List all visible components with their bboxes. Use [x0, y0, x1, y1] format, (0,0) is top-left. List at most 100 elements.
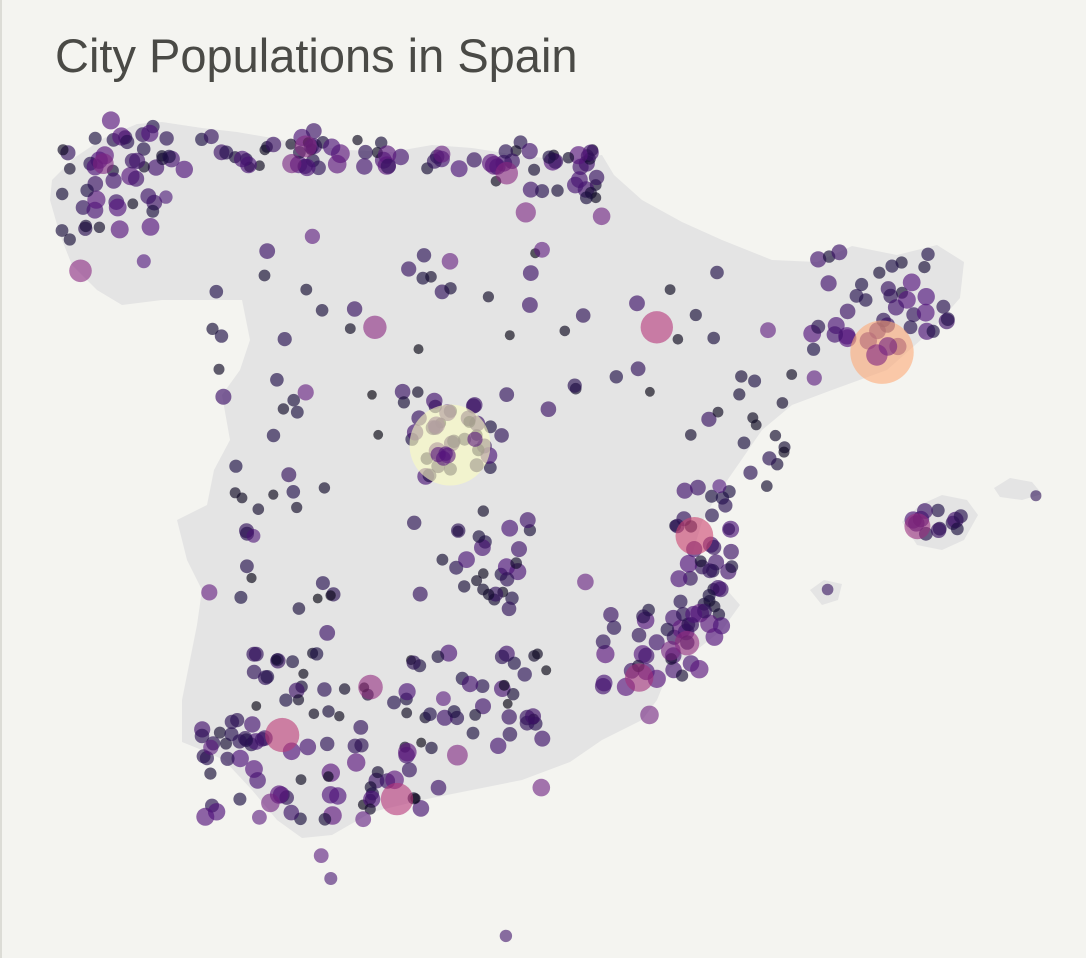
town-dot — [916, 303, 935, 322]
city-marker-valladolid[interactable]: Valladolid — [363, 315, 387, 339]
town-dot — [839, 303, 856, 320]
city-marker-m-laga[interactable]: Málaga — [380, 782, 414, 816]
town-dot — [231, 749, 249, 768]
town-dot — [203, 129, 219, 145]
town-dot — [265, 136, 282, 153]
town-dot — [224, 714, 240, 730]
city-marker-almer-a[interactable]: Almería — [532, 778, 551, 797]
city-marker-cartagena[interactable]: Cartagena — [640, 705, 659, 725]
city-marker-ibiza[interactable]: Ibiza — [821, 583, 834, 596]
city-marker-alicante[interactable]: Alicante — [674, 630, 700, 656]
city-marker-tarragona[interactable]: Tarragona — [806, 370, 822, 386]
city-marker-sevilla[interactable]: Sevilla — [265, 717, 300, 753]
city-marker-palma[interactable]: Palma — [904, 513, 931, 540]
town-dot — [472, 530, 486, 543]
city-marker-valencia[interactable]: Valencia — [675, 517, 714, 555]
city-marker-ceuta[interactable]: Ceuta — [324, 872, 338, 885]
city-marker-jerez[interactable]: Jerez — [261, 793, 280, 813]
city-marker-bilbao[interactable]: Bilbao — [495, 161, 518, 185]
city-marker-oviedo[interactable]: Oviedo — [282, 154, 302, 174]
city-marker-lleida[interactable]: Lleida — [760, 322, 776, 339]
town-dot — [425, 741, 438, 755]
town-dot — [507, 656, 521, 670]
city-marker-madrid[interactable]: Madrid — [409, 404, 491, 486]
city-marker-le-n[interactable]: León — [304, 228, 320, 244]
city-marker-zaragoza[interactable]: Zaragoza — [640, 311, 673, 344]
city-marker-a-coru-a[interactable]: A Coruña — [92, 153, 114, 175]
town-dot — [498, 679, 510, 691]
city-marker-c-ceres[interactable]: Cáceres — [246, 529, 261, 543]
city-marker-gij-n[interactable]: Gijón — [294, 135, 317, 158]
town-dot — [412, 386, 424, 398]
town-dot — [826, 326, 843, 343]
town-dot — [685, 429, 697, 441]
city-marker-algeciras[interactable]: Algeciras — [313, 848, 329, 863]
town-dot — [477, 505, 489, 517]
town-dot — [707, 331, 720, 345]
town-dot — [887, 299, 905, 316]
city-marker-vitoria-gasteiz[interactable]: Vitoria-Gasteiz — [515, 202, 536, 223]
town-dot — [873, 266, 886, 279]
town-dot — [288, 682, 305, 699]
city-marker-castell-n[interactable]: Castellón — [712, 479, 727, 494]
city-marker-ja-n[interactable]: Jaén — [436, 691, 451, 706]
town-dot — [233, 792, 247, 806]
city-marker-burgos[interactable]: Burgos — [441, 252, 459, 270]
town-dot — [248, 646, 264, 662]
town-dot — [320, 736, 335, 752]
city-marker-vigo[interactable]: Vigo — [69, 259, 92, 283]
town-dot — [588, 169, 605, 186]
town-dot — [676, 482, 693, 499]
town-dot — [215, 388, 232, 405]
town-dot — [528, 163, 541, 176]
city-marker-huelva[interactable]: Huelva — [203, 739, 219, 756]
city-marker-badalona[interactable]: Badalona — [878, 337, 898, 356]
town-dot — [416, 248, 432, 263]
town-dot — [630, 361, 646, 377]
city-marker-lugo[interactable]: Lugo — [159, 190, 173, 204]
town-dot — [346, 301, 363, 317]
city-marker-melilla[interactable]: Melilla — [499, 929, 513, 943]
town-dot — [475, 679, 490, 693]
town-dot — [735, 370, 748, 383]
town-dot — [725, 560, 739, 573]
city-marker-logro-o[interactable]: Logroño — [534, 241, 550, 258]
town-dot — [270, 653, 284, 667]
city-marker-elche[interactable]: Elche — [661, 641, 681, 661]
city-marker-albacete[interactable]: Albacete — [577, 573, 594, 591]
city-marker-santander[interactable]: Santander — [433, 145, 451, 163]
town-dot — [525, 708, 541, 725]
town-dot — [398, 742, 417, 762]
town-dot — [953, 509, 968, 524]
town-dot — [710, 265, 724, 280]
town-dot — [128, 170, 145, 187]
town-dot — [140, 188, 157, 205]
city-marker-mah-n[interactable]: Mahón — [1030, 490, 1042, 502]
town-dot — [291, 501, 303, 514]
city-marker-badajoz[interactable]: Badajoz — [201, 584, 218, 601]
town-dot — [394, 383, 411, 400]
town-dot — [252, 503, 265, 515]
town-dot — [469, 709, 482, 721]
city-marker-ourense[interactable]: Ourense — [136, 254, 151, 269]
town-dot — [233, 150, 251, 168]
town-dot — [175, 160, 193, 179]
town-dot — [504, 330, 515, 341]
city-marker-c-rdoba[interactable]: Córdoba — [358, 674, 383, 700]
town-dot — [354, 738, 369, 753]
town-dot — [363, 790, 381, 808]
town-dot — [129, 152, 146, 169]
city-marker-pamplona[interactable]: Pamplona — [592, 207, 611, 226]
city-marker-c-diz[interactable]: Cádiz — [252, 809, 267, 825]
town-dot — [629, 295, 645, 312]
town-dot — [322, 705, 335, 718]
city-marker-legan-s[interactable]: Leganés — [438, 446, 453, 461]
town-dot — [689, 308, 702, 322]
city-marker-marbella[interactable]: Marbella — [355, 811, 372, 828]
city-marker-alcal-de-henares[interactable]: Alcalá de Henares — [467, 431, 483, 447]
city-marker-granada[interactable]: Granada — [447, 744, 468, 766]
city-marker-murcia[interactable]: Murcia — [625, 663, 654, 692]
town-dot — [220, 751, 235, 766]
city-marker-salamanca[interactable]: Salamanca — [297, 384, 314, 401]
